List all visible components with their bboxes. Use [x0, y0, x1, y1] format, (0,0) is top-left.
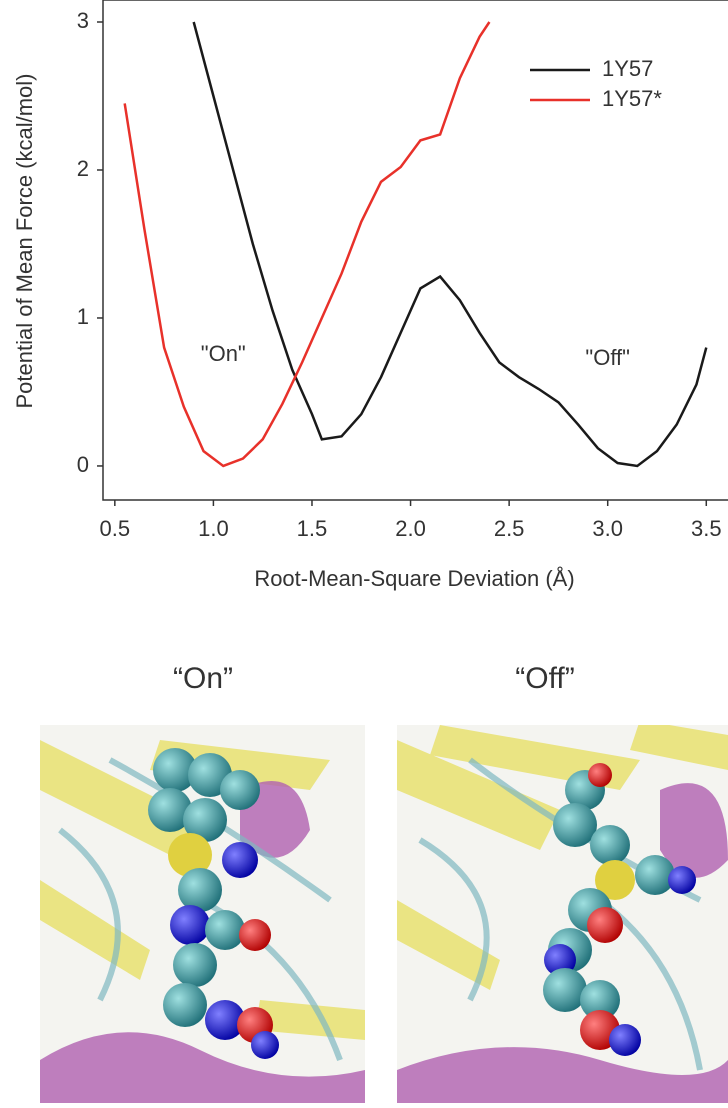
- x-tick-label: 1.0: [198, 516, 229, 541]
- legend-label: 1Y57: [602, 56, 653, 81]
- x-tick-label: 1.5: [297, 516, 328, 541]
- x-tick-label: 0.5: [100, 516, 131, 541]
- x-axis-label: Root-Mean-Square Deviation (Å): [254, 566, 574, 591]
- annotation: "On": [201, 341, 246, 366]
- plot-frame: [102, 0, 728, 501]
- annotation: "Off": [585, 345, 630, 370]
- y-tick-label: 3: [77, 8, 89, 33]
- legend-label: 1Y57*: [602, 86, 662, 111]
- data-line: [123, 21, 491, 468]
- panel-title: “On”: [173, 662, 233, 695]
- x-tick-label: 2.5: [494, 516, 525, 541]
- panel-title: “Off”: [515, 662, 574, 695]
- x-tick-label: 3.5: [691, 516, 722, 541]
- data-line: [192, 21, 708, 468]
- y-tick-label: 0: [77, 452, 89, 477]
- molecule-image: [40, 725, 365, 1103]
- y-axis-label: Potential of Mean Force (kcal/mol): [12, 73, 37, 408]
- molecule-image: [397, 725, 728, 1103]
- x-tick-label: 2.0: [395, 516, 426, 541]
- y-tick-label: 2: [77, 156, 89, 181]
- y-tick-label: 1: [77, 304, 89, 329]
- x-tick-label: 3.0: [592, 516, 623, 541]
